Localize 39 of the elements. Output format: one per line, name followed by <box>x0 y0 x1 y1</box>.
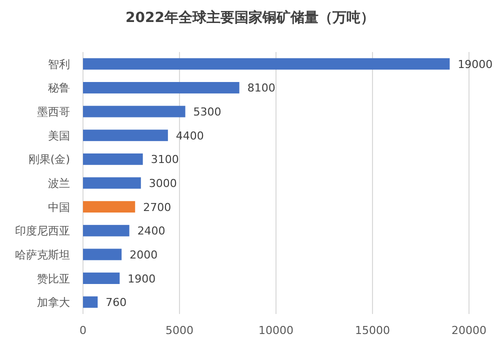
data-label: 1900 <box>128 272 156 286</box>
y-tick-label: 秘鲁 <box>48 82 70 95</box>
data-label: 760 <box>106 296 127 310</box>
bar <box>83 296 98 308</box>
chart-title: 2022年全球主要国家铜矿储量（万吨） <box>126 9 374 26</box>
data-label: 2700 <box>143 200 172 214</box>
bar <box>83 248 122 260</box>
x-tick-label: 0 <box>80 324 86 337</box>
data-label: 4400 <box>176 129 204 142</box>
y-tick-label: 智利 <box>48 58 70 71</box>
y-tick-label: 美国 <box>48 129 70 142</box>
data-label: 2000 <box>130 248 158 262</box>
data-label: 3000 <box>148 177 177 190</box>
x-tick-label: 15000 <box>355 324 390 337</box>
data-label: 3100 <box>150 153 179 166</box>
y-tick-label: 哈萨克斯坦 <box>15 248 70 262</box>
y-tick-label: 加拿大 <box>37 296 70 310</box>
bar <box>83 201 136 213</box>
bar <box>83 130 168 142</box>
data-label: 5300 <box>193 106 222 119</box>
data-label: 2400 <box>137 224 166 238</box>
bar <box>83 153 143 165</box>
y-tick-label: 印度尼西亚 <box>15 224 70 238</box>
x-tick-label: 10000 <box>258 324 294 337</box>
y-tick-label: 刚果(金) <box>28 153 70 166</box>
data-label: 19000 <box>458 58 493 71</box>
bar <box>83 177 141 189</box>
data-label: 8100 <box>247 82 276 95</box>
y-tick-label: 波兰 <box>48 177 70 190</box>
bar <box>83 82 240 94</box>
x-tick-label: 5000 <box>166 324 194 337</box>
y-tick-label: 赞比亚 <box>37 272 70 286</box>
bar <box>83 58 450 70</box>
bar <box>83 272 120 284</box>
y-tick-label: 中国 <box>48 200 70 214</box>
bar <box>83 224 130 236</box>
bar <box>83 106 186 118</box>
y-tick-label: 墨西哥 <box>37 106 70 119</box>
x-tick-label: 20000 <box>452 324 486 337</box>
